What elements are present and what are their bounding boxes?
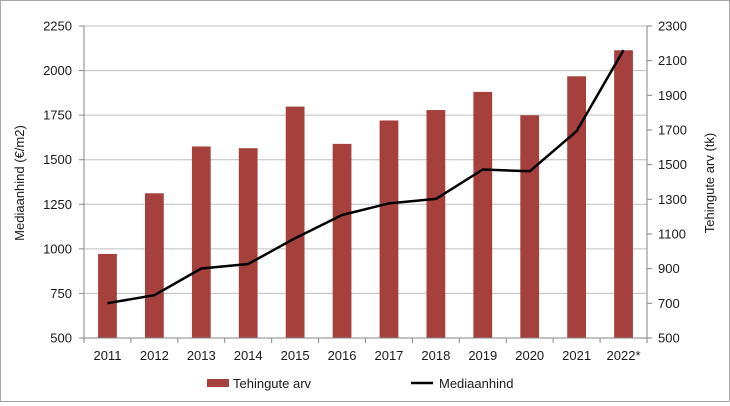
legend: Tehingute arv Mediaanhind [207, 376, 513, 391]
y2-axis-title: Tehingute arv (tk) [702, 133, 717, 233]
gridlines [83, 25, 648, 339]
bar [567, 76, 587, 339]
x-tick-label: 2012 [140, 348, 169, 363]
x-tick-label: 2021 [562, 348, 591, 363]
y-tick-label: 1250 [43, 197, 72, 212]
bar [614, 50, 633, 339]
y-tick-label: 1500 [43, 152, 72, 167]
x-tick-label: 2020 [515, 348, 544, 363]
y2-tick-label: 900 [658, 261, 680, 276]
y2-tick-label: 2300 [658, 19, 687, 34]
bar [144, 193, 164, 338]
bar [98, 253, 117, 338]
y2-tick-label: 700 [658, 296, 680, 311]
y-tick-label: 750 [50, 286, 72, 301]
x-tick-label: 2017 [374, 348, 403, 363]
x-tick-label: 2015 [281, 348, 310, 363]
line-series [107, 49, 625, 305]
y2-tick-label: 1300 [658, 192, 687, 207]
x-tick-label: 2018 [421, 348, 450, 363]
legend-label-bar: Tehingute arv [233, 376, 312, 391]
y2-tick-label: 1100 [658, 227, 686, 242]
y-tick-label: 1750 [43, 108, 72, 123]
y2-tick-label: 1500 [658, 157, 687, 172]
y-axis-left: 500 750 1000 1250 1500 1750 2000 2250 [43, 19, 84, 346]
x-tick-label: 2011 [93, 348, 121, 363]
y2-tick-label: 1700 [658, 123, 687, 138]
line-path [107, 49, 625, 305]
x-tick-label: 2016 [328, 348, 357, 363]
bar [191, 146, 211, 338]
bar [238, 148, 258, 338]
x-tick-label: 2019 [468, 348, 497, 363]
bar [426, 110, 446, 338]
y-tick-label: 2250 [43, 19, 72, 34]
y-tick-label: 500 [50, 331, 72, 346]
bar-series [98, 50, 633, 339]
y2-tick-label: 1900 [658, 88, 687, 103]
x-tick-label: 2013 [187, 348, 216, 363]
x-tick-label: 2014 [234, 348, 263, 363]
x-axis: 2011 2012 2013 2014 2015 2016 2017 2018 2019 2020… [83, 337, 648, 363]
y2-tick-label: 2100 [658, 53, 687, 68]
bar [379, 120, 399, 338]
bar [332, 143, 352, 338]
y-axis-right: 500 700 900 1100 1300 1500 1700 1900 2100 2300 [647, 19, 687, 346]
bar [520, 115, 540, 339]
y-tick-label: 1000 [43, 241, 72, 256]
legend-swatch-bar [207, 379, 229, 387]
y-tick-label: 2000 [43, 63, 72, 78]
bar [285, 106, 305, 338]
y2-tick-label: 500 [658, 331, 680, 346]
x-tick-label: 2022* [607, 348, 641, 363]
bar [473, 91, 493, 338]
y-axis-title: Mediaanhind (€/m2) [12, 125, 27, 241]
legend-label-line: Mediaanhind [439, 376, 513, 391]
